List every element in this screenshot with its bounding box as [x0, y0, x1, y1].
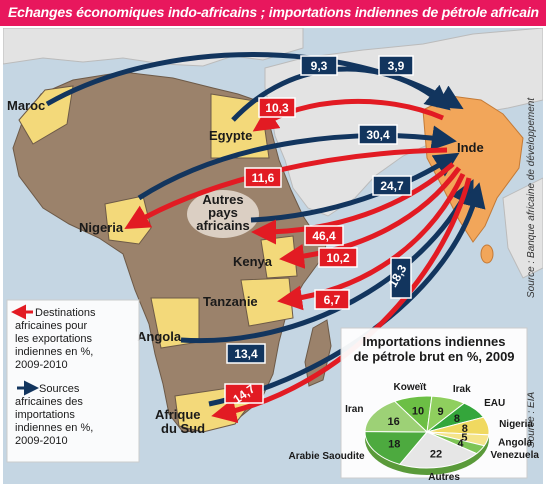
legend-export-line: Destinations	[35, 307, 96, 319]
flow-badge: 46,4	[304, 225, 344, 246]
flow-nigeria-source	[137, 125, 457, 201]
legend-source-line: importations	[15, 409, 75, 421]
page-title: Echanges économiques indo-africains ; im…	[8, 4, 539, 20]
label-egypte: Egypte	[209, 128, 252, 143]
pie-slice	[364, 430, 429, 465]
label-kenya: Kenya	[233, 254, 273, 269]
flow-value-tanzanie-export: 6,7	[324, 293, 341, 307]
pie-name-label: Iran	[345, 404, 363, 415]
flow-value-maroc-source: 9,3	[311, 59, 328, 73]
legend-source-line: africaines des	[15, 396, 83, 408]
pie-name-label: Nigeria	[499, 419, 533, 430]
flow-afriquesud-export	[211, 177, 472, 424]
flow-badge: 6,7	[314, 289, 350, 310]
pie-title-line: de pétrole brut en %, 2009	[353, 349, 514, 364]
label-autres-3: africains	[196, 218, 249, 233]
flow-autres-source	[250, 152, 460, 223]
legend: Destinations africaines pour les exporta…	[6, 299, 140, 463]
legend-source-line: indiennes en %,	[15, 422, 93, 434]
flow-autres-export	[251, 162, 455, 245]
label-nigeria: Nigeria	[79, 220, 124, 235]
source-eia: Source : EIA	[526, 392, 537, 448]
flow-badge: 10,3	[258, 97, 296, 118]
pie-name-label: Angola	[498, 438, 532, 449]
flow-badge: 24,7	[372, 175, 412, 196]
flow-value-afriquesud-source: 13,4	[234, 347, 258, 361]
label-autres-2: pays	[208, 205, 238, 220]
label-inde: Inde	[457, 140, 484, 155]
legend-export-line: 2009-2010	[15, 359, 68, 371]
morocco-highlight	[18, 85, 74, 145]
pie-slice	[398, 431, 478, 469]
label-afrique-sud-2: du Sud	[161, 421, 205, 436]
pie-value-label: 9	[438, 406, 444, 418]
flow-value-nigeria-export: 11,6	[252, 171, 275, 185]
pie-value-label: 4	[457, 438, 464, 450]
pie-value-label: 16	[387, 416, 399, 428]
flow-kenya-export	[279, 166, 462, 269]
flow-egypte-source	[231, 66, 451, 122]
legend-export-line: africaines pour	[15, 320, 87, 332]
label-angola: Angola	[137, 329, 182, 344]
flow-badge: 14,7	[224, 381, 264, 406]
pie-title-line: Importations indiennes	[362, 334, 505, 349]
flow-badge: 30,4	[358, 124, 398, 145]
east-asia-land	[502, 177, 543, 279]
flow-value-autres-export: 46,4	[312, 229, 336, 243]
flow-badge: 18,3	[386, 257, 412, 299]
flow-badge: 11,6	[244, 167, 282, 188]
legend-export-line: les exportations	[15, 333, 93, 345]
flow-value-autres-source: 24,7	[380, 179, 404, 193]
pie-slice	[364, 400, 429, 433]
pie-value-label: 8	[462, 423, 468, 435]
label-tanzanie: Tanzanie	[203, 294, 258, 309]
flow-badge: 9,3	[300, 55, 338, 76]
pie-value-label: 22	[430, 449, 442, 461]
flow-value-kenya-export: 10,2	[326, 251, 350, 265]
flow-value-nigeria-source: 30,4	[366, 128, 390, 142]
legend-source-line: 2009-2010	[15, 435, 68, 447]
other-countries-ellipse	[187, 190, 259, 238]
pie-value-label: 18	[388, 439, 400, 451]
flow-badge: 10,2	[318, 247, 358, 268]
legend-source-line: Sources	[39, 383, 80, 395]
legend-export-line: indiennes en %,	[15, 346, 93, 358]
label-maroc: Maroc	[7, 98, 45, 113]
pie-name-label: Venezuela	[491, 450, 540, 461]
title-bar: Echanges économiques indo-africains ; im…	[0, 0, 546, 26]
pie-value-label: 10	[412, 405, 424, 417]
pie-value-label: 8	[454, 413, 460, 425]
sri-lanka-land	[480, 244, 494, 264]
flow-value-egypte-export: 10,3	[265, 101, 289, 115]
pie-name-label: Irak	[453, 384, 471, 395]
label-autres-1: Autres	[202, 192, 243, 207]
pie-name-label: EAU	[484, 398, 505, 409]
source-bank: Source : Banque africaine de développeme…	[526, 97, 537, 298]
pie-value-label: 5	[461, 432, 467, 444]
pie-panel: Importations indiennes de pétrole brut e…	[288, 327, 539, 483]
map: 9,3 3,9 10,3 30,4 11,6 24,7 46,4 10,2 18…	[3, 28, 543, 484]
flow-value-egypte-source: 3,9	[388, 59, 405, 73]
flow-badge: 3,9	[378, 55, 414, 76]
flow-badge: 13,4	[226, 343, 266, 364]
label-afrique-sud-1: Afrique	[155, 407, 201, 422]
flow-angola-source	[180, 179, 474, 344]
pie-name-label: Autres	[428, 472, 460, 483]
pie-chart: 10 Koweït 9 Irak 8 EAU 8 Nigeria 5 Angola 4 Venezue…	[288, 382, 539, 483]
pie-name-label: Arabie Saoudite	[288, 451, 365, 462]
pie-name-label: Koweït	[394, 382, 427, 393]
